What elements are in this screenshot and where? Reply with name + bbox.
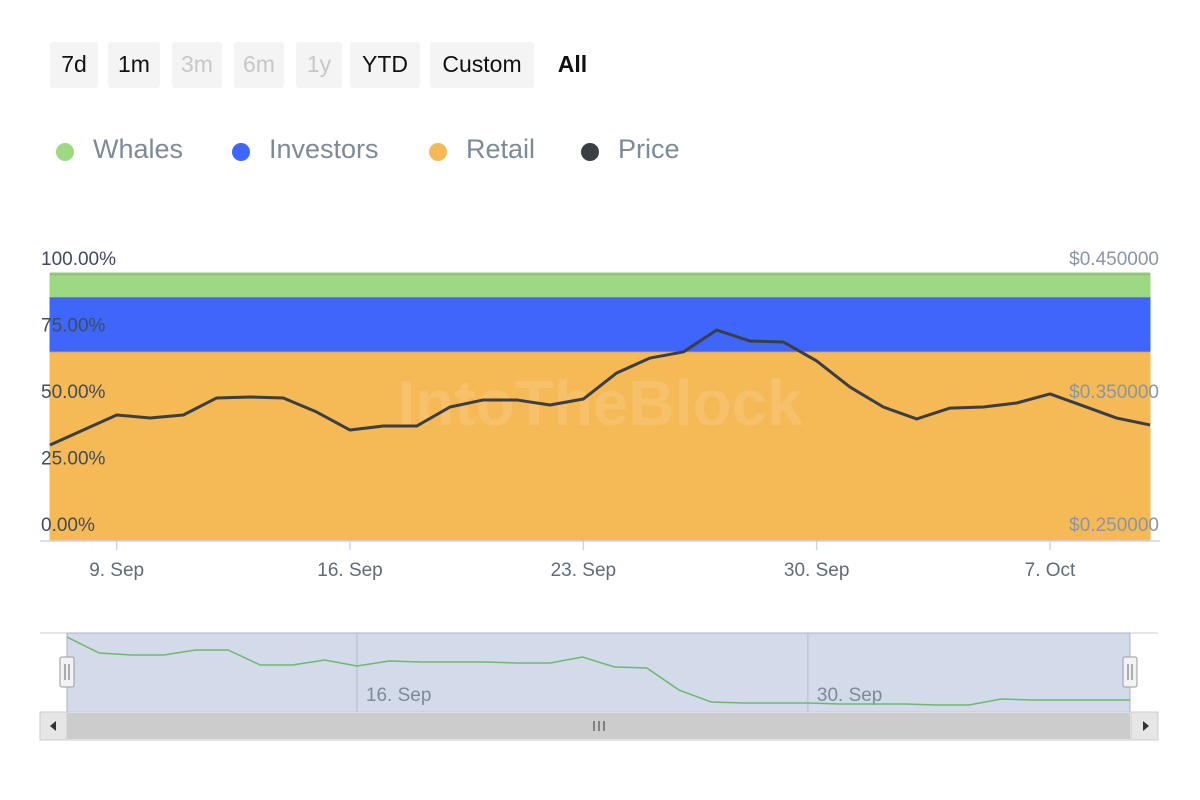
legend-marker[interactable] xyxy=(56,143,74,161)
range-button-label[interactable]: YTD xyxy=(362,51,408,77)
x-tick-label: 23. Sep xyxy=(551,560,617,581)
navigator-tick-label: 16. Sep xyxy=(366,685,432,706)
y-tick-label: 25.00% xyxy=(41,449,106,470)
navigator-handle[interactable] xyxy=(59,656,75,688)
legend-label[interactable]: Whales xyxy=(93,134,183,164)
range-button-label: 3m xyxy=(181,51,213,77)
range-button-label: 1y xyxy=(307,51,332,77)
price-line xyxy=(49,328,1151,447)
area xyxy=(49,273,1151,298)
range-button-label[interactable]: 1m xyxy=(118,51,150,77)
range-button[interactable] xyxy=(172,42,222,88)
y2-tick-label: $0.250000 xyxy=(1069,515,1159,536)
arrow-left xyxy=(50,721,56,731)
legend-marker[interactable] xyxy=(581,143,599,161)
legend-label[interactable]: Price xyxy=(618,134,680,164)
x-tick-label: 9. Sep xyxy=(89,560,144,581)
range-button[interactable] xyxy=(296,42,342,88)
x-tick-label: 7. Oct xyxy=(1025,560,1076,581)
range-button-label[interactable]: All xyxy=(558,51,587,77)
legend-label[interactable]: Retail xyxy=(466,134,535,164)
range-button[interactable] xyxy=(50,42,98,88)
navigator-window[interactable] xyxy=(66,632,1131,713)
navigator-tick-label: 30. Sep xyxy=(817,685,883,706)
y2-tick-label: $0.450000 xyxy=(1069,249,1159,270)
range-button-label[interactable]: Custom xyxy=(442,51,521,77)
area xyxy=(49,296,1151,352)
y-tick-label: 50.00% xyxy=(41,382,106,403)
range-button[interactable] xyxy=(430,42,534,88)
y2-tick-label: $0.350000 xyxy=(1069,382,1159,403)
range-button[interactable] xyxy=(234,42,284,88)
navigator-handle[interactable] xyxy=(1122,656,1138,688)
watermark: IntoTheBlock xyxy=(397,367,803,439)
range-button-label[interactable]: 7d xyxy=(61,51,87,77)
y-tick-label: 100.00% xyxy=(41,249,116,270)
legend-marker[interactable] xyxy=(429,143,447,161)
range-button[interactable] xyxy=(350,42,420,88)
navigator-line xyxy=(66,636,1130,706)
range-button-label: 6m xyxy=(243,51,275,77)
arrow-right xyxy=(1143,721,1149,731)
legend-marker[interactable] xyxy=(232,143,250,161)
range-button[interactable] xyxy=(108,42,160,88)
x-tick-label: 16. Sep xyxy=(317,560,383,581)
legend-label[interactable]: Investors xyxy=(269,134,379,164)
y-tick-label: 75.00% xyxy=(41,316,106,337)
x-tick-label: 30. Sep xyxy=(784,560,850,581)
y-tick-label: 0.00% xyxy=(41,515,95,536)
